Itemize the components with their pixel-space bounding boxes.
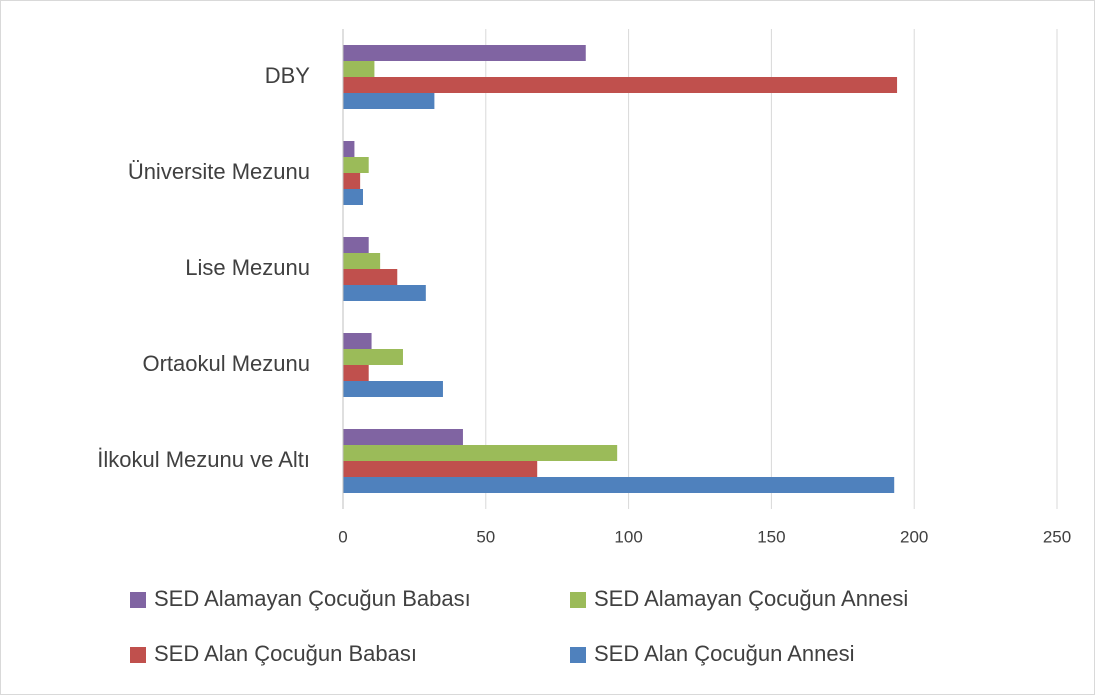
y-tick-label: Üniversite Mezunu xyxy=(128,159,310,184)
bar xyxy=(343,445,618,461)
legend-swatch xyxy=(130,592,146,608)
bar xyxy=(343,189,363,205)
bar xyxy=(343,477,895,493)
y-tick-label: Ortaokul Mezunu xyxy=(142,351,310,376)
legend-swatch xyxy=(570,647,586,663)
bar xyxy=(343,333,372,349)
bar xyxy=(343,429,463,445)
y-tick-label: İlkokul Mezunu ve Altı xyxy=(97,447,310,472)
bar xyxy=(343,365,369,381)
legend-swatch xyxy=(570,592,586,608)
bar xyxy=(343,141,355,157)
x-tick-label: 50 xyxy=(476,527,495,546)
legend-label: SED Alan Çocuğun Babası xyxy=(154,641,417,666)
bar xyxy=(343,61,375,77)
x-tick-label: 100 xyxy=(614,527,642,546)
x-tick-label: 0 xyxy=(338,527,347,546)
legend-label: SED Alan Çocuğun Annesi xyxy=(594,641,855,666)
y-tick-label: DBY xyxy=(265,63,311,88)
x-tick-label: 150 xyxy=(757,527,785,546)
bar xyxy=(343,157,369,173)
legend-swatch xyxy=(130,647,146,663)
bar xyxy=(343,77,898,93)
bar xyxy=(343,461,538,477)
y-tick-label: Lise Mezunu xyxy=(185,255,310,280)
bar xyxy=(343,285,426,301)
legend-label: SED Alamayan Çocuğun Babası xyxy=(154,586,471,611)
bar xyxy=(343,349,403,365)
x-tick-label: 200 xyxy=(900,527,928,546)
bar xyxy=(343,253,381,269)
bar xyxy=(343,237,369,253)
bar xyxy=(343,381,443,397)
legend-label: SED Alamayan Çocuğun Annesi xyxy=(594,586,908,611)
bar xyxy=(343,93,435,109)
bar xyxy=(343,45,586,61)
bar xyxy=(343,269,398,285)
x-tick-label: 250 xyxy=(1043,527,1071,546)
bar xyxy=(343,173,361,189)
